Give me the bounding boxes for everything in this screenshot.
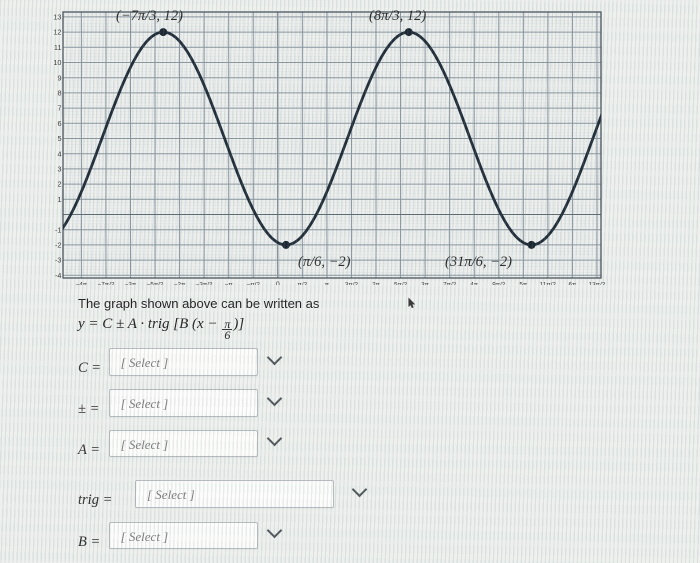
svg-text:5: 5 [57, 134, 61, 143]
svg-text:9: 9 [57, 73, 61, 82]
svg-text:5π/2: 5π/2 [394, 282, 408, 286]
svg-text:-2: -2 [55, 241, 62, 250]
svg-text:-1: -1 [55, 225, 62, 234]
svg-text:−3π/2: −3π/2 [196, 282, 213, 286]
svg-text:13: 13 [53, 13, 61, 22]
svg-text:8: 8 [57, 89, 61, 98]
svg-text:11: 11 [54, 43, 62, 52]
svg-text:1: 1 [57, 195, 61, 204]
svg-text:7: 7 [57, 104, 61, 113]
svg-text:11π/2: 11π/2 [540, 282, 557, 286]
svg-text:12: 12 [53, 28, 61, 37]
svg-text:10: 10 [53, 58, 61, 67]
svg-text:-3: -3 [55, 256, 62, 265]
svg-text:6: 6 [57, 119, 61, 128]
svg-text:0: 0 [276, 282, 280, 286]
svg-text:3: 3 [57, 165, 61, 174]
svg-text:−7π/2: −7π/2 [98, 282, 115, 286]
svg-text:−π: −π [225, 282, 234, 286]
svg-text:−5π/2: −5π/2 [147, 282, 164, 286]
svg-text:9π/2: 9π/2 [492, 282, 506, 286]
svg-text:−2π: −2π [174, 282, 186, 286]
svg-text:13π/2: 13π/2 [589, 282, 606, 286]
svg-text:7π/2: 7π/2 [443, 282, 457, 286]
svg-text:π: π [325, 282, 330, 286]
svg-text:5π: 5π [519, 282, 528, 286]
svg-text:2: 2 [57, 180, 61, 189]
svg-text:π/2: π/2 [298, 282, 308, 286]
svg-text:3π/2: 3π/2 [345, 282, 359, 286]
svg-text:−π/2: −π/2 [247, 282, 261, 286]
svg-text:3π: 3π [421, 282, 430, 286]
svg-text:-4: -4 [55, 271, 62, 280]
svg-text:−4π: −4π [76, 282, 88, 286]
svg-text:2π: 2π [372, 282, 381, 286]
svg-text:6π: 6π [568, 282, 577, 286]
svg-text:4: 4 [57, 149, 61, 158]
svg-text:−3π: −3π [125, 282, 137, 286]
svg-text:4π: 4π [470, 282, 479, 286]
